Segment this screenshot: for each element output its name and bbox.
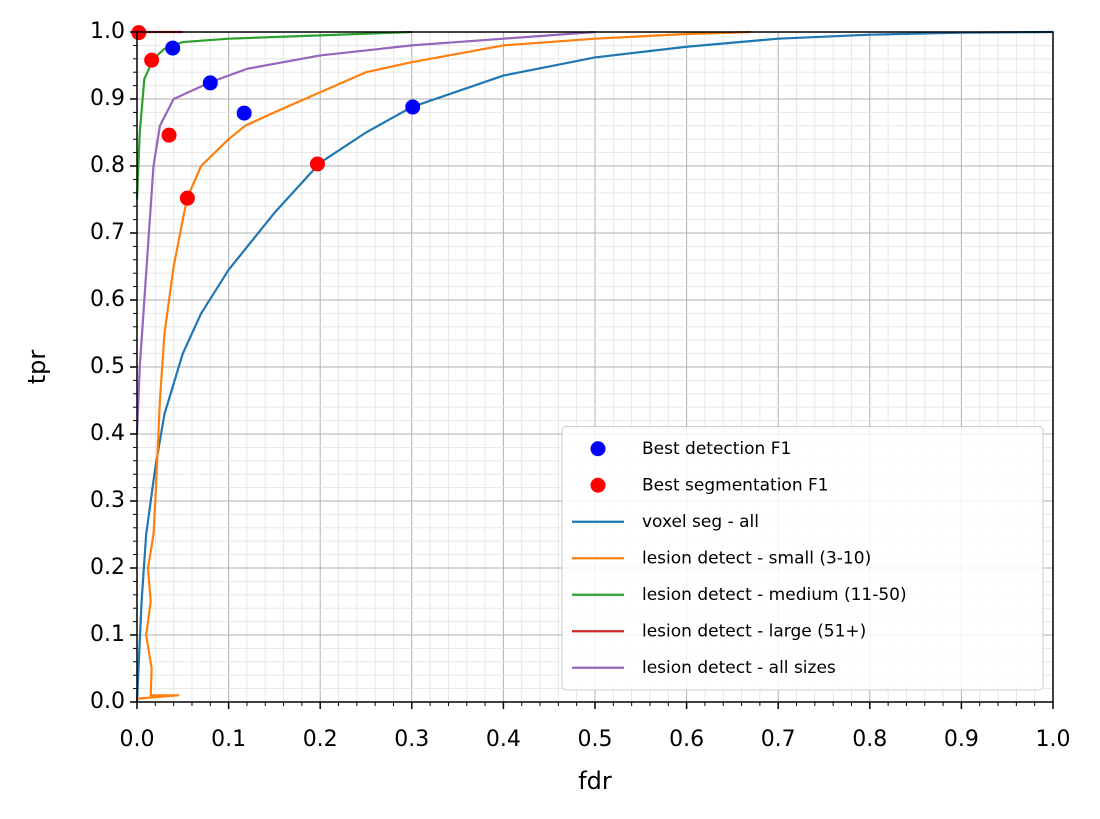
x-tick-label: 1.0 — [1036, 727, 1071, 752]
marker — [165, 40, 181, 56]
y-tick-label: 0.7 — [90, 220, 125, 245]
marker — [309, 156, 325, 172]
y-tick-label: 0.3 — [90, 488, 125, 513]
x-tick-label: 0.3 — [394, 727, 429, 752]
marker — [405, 99, 421, 115]
series-line — [135, 30, 412, 200]
x-axis-label: fdr — [578, 767, 612, 795]
legend-label: lesion detect - large (51+) — [642, 621, 866, 641]
y-tick-label: 0.4 — [90, 421, 125, 446]
marker — [236, 105, 252, 121]
legend-label: lesion detect - all sizes — [642, 658, 836, 678]
x-tick-label: 0.2 — [303, 727, 338, 752]
series-line — [135, 30, 596, 435]
legend: Best detection F1 Best segmentation F1 vox… — [561, 426, 1044, 691]
legend-swatch — [590, 477, 606, 493]
legend-swatch — [590, 441, 606, 457]
y-tick-label: 0.2 — [90, 555, 125, 580]
x-tick-label: 0.6 — [669, 727, 704, 752]
plot-area — [131, 25, 1054, 703]
legend-label: Best detection F1 — [642, 439, 791, 459]
x-tick-label: 0.0 — [120, 727, 155, 752]
x-tick-label: 0.5 — [578, 727, 613, 752]
axes: 0.0 0.1 0.2 0.3 0.4 0.5 0.6 0.7 0.8 0.9 1.0 0.0 0.1 0… — [90, 19, 1071, 752]
x-tick-label: 0.7 — [761, 727, 796, 752]
y-tick-label: 1.0 — [90, 19, 125, 44]
legend-label: lesion detect - small (3-10) — [642, 548, 871, 568]
y-tick-label: 0.8 — [90, 153, 125, 178]
legend-box — [561, 426, 1044, 691]
y-tick-label: 0.9 — [90, 86, 125, 111]
y-axis-label: tpr — [23, 350, 51, 385]
y-tick-label: 0.5 — [90, 354, 125, 379]
y-tick-label: 0.1 — [90, 622, 125, 647]
legend-label: voxel seg - all — [642, 512, 759, 532]
marker — [161, 127, 177, 143]
x-tick-label: 0.1 — [211, 727, 246, 752]
legend-label: Best segmentation F1 — [642, 475, 829, 495]
y-tick-label: 0.0 — [90, 689, 125, 714]
x-tick-label: 0.4 — [486, 727, 521, 752]
marker — [202, 75, 218, 91]
x-tick-label: 0.9 — [944, 727, 979, 752]
y-tick-label: 0.6 — [90, 287, 125, 312]
series-line — [136, 30, 751, 700]
marker — [144, 52, 160, 68]
marker — [179, 190, 195, 206]
legend-label: lesion detect - medium (11-50) — [642, 585, 907, 605]
x-tick-label: 0.8 — [852, 727, 887, 752]
